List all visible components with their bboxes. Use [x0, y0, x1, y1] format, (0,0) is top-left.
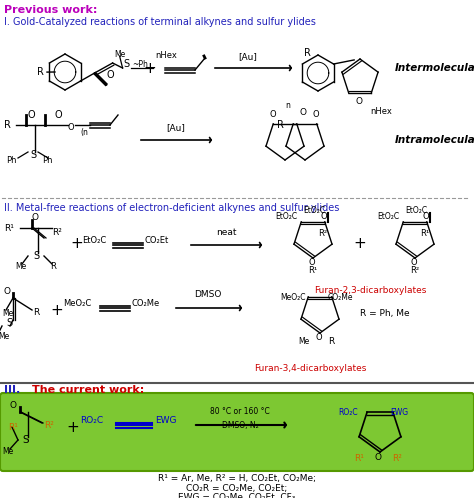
Text: R¹: R¹ [420, 229, 429, 238]
Text: +: + [144, 60, 156, 76]
Text: Me: Me [2, 447, 13, 456]
Text: R: R [277, 120, 284, 130]
Text: O: O [423, 212, 429, 221]
Text: S: S [30, 150, 36, 160]
Text: R = Ph, Me: R = Ph, Me [360, 308, 410, 318]
Text: Me: Me [15, 261, 26, 270]
Text: CO₂R = CO₂Me, CO₂Et;: CO₂R = CO₂Me, CO₂Et; [186, 484, 288, 493]
Text: O: O [316, 333, 323, 342]
Text: R²: R² [392, 454, 402, 463]
Text: EtO₂C: EtO₂C [377, 212, 399, 221]
Text: 80 °C or 160 °C: 80 °C or 160 °C [210, 406, 270, 415]
Text: +: + [67, 419, 79, 434]
Text: R²: R² [44, 420, 54, 429]
Text: n: n [285, 101, 290, 110]
Text: O: O [4, 287, 11, 296]
Text: S: S [6, 318, 12, 328]
Text: S: S [22, 435, 28, 445]
Text: EWG: EWG [155, 415, 176, 424]
Text: R: R [304, 48, 311, 58]
Text: O: O [300, 108, 307, 117]
Text: R¹: R¹ [308, 265, 317, 274]
Text: [Au]: [Au] [238, 52, 257, 61]
Text: MeO₂C: MeO₂C [280, 292, 306, 301]
Text: Furan-2,3-dicarboxylates: Furan-2,3-dicarboxylates [314, 285, 426, 294]
Text: R: R [37, 67, 44, 77]
Text: O: O [68, 123, 74, 131]
Text: DMSO: DMSO [194, 289, 222, 298]
Text: O: O [309, 257, 316, 266]
Text: R: R [50, 261, 56, 270]
Text: CO₂Me: CO₂Me [132, 298, 160, 307]
Text: +: + [354, 236, 366, 250]
Text: MeO₂C: MeO₂C [63, 298, 91, 307]
Text: Ph: Ph [42, 155, 53, 164]
Text: Ph: Ph [6, 155, 17, 164]
Text: Furan-3,4-dicarboxylates: Furan-3,4-dicarboxylates [254, 364, 366, 373]
Text: nHex: nHex [155, 50, 177, 59]
Text: Me: Me [0, 332, 9, 341]
Text: II. Metal-free reactions of electron-deficient alkynes and sulfur ylides: II. Metal-free reactions of electron-def… [4, 203, 339, 213]
Text: S: S [33, 251, 39, 261]
Text: nHex: nHex [370, 107, 392, 116]
Text: Previous work:: Previous work: [4, 5, 97, 15]
FancyBboxPatch shape [0, 393, 474, 471]
Text: CO₂Et: CO₂Et [145, 236, 169, 245]
Text: EWG: EWG [390, 407, 408, 416]
Text: +: + [51, 302, 64, 318]
Text: O: O [28, 110, 36, 120]
Text: EtO₂C: EtO₂C [275, 212, 297, 221]
Text: O: O [32, 213, 39, 222]
Text: O: O [411, 257, 418, 266]
Text: ~Ph: ~Ph [133, 59, 148, 69]
Text: O: O [270, 110, 277, 119]
Text: The current work:: The current work: [32, 385, 144, 395]
Text: RO₂C: RO₂C [338, 407, 357, 416]
Text: EWG = CO₂Me, CO₂Et, CF₃: EWG = CO₂Me, CO₂Et, CF₃ [178, 493, 296, 498]
Text: (n: (n [80, 127, 88, 136]
Text: RO₂C: RO₂C [80, 415, 103, 424]
Text: EtO₂C: EtO₂C [405, 206, 427, 215]
Text: Intramolecular: Intramolecular [395, 135, 474, 145]
Text: O: O [10, 401, 17, 410]
Text: R¹: R¹ [4, 224, 14, 233]
Text: Me: Me [2, 308, 13, 318]
Text: EtO₂C: EtO₂C [82, 236, 106, 245]
Text: R¹ = Ar, Me, R² = H, CO₂Et, CO₂Me;: R¹ = Ar, Me, R² = H, CO₂Et, CO₂Me; [158, 474, 316, 483]
Text: R²: R² [410, 265, 419, 274]
Text: +: + [71, 236, 83, 250]
Text: III.: III. [4, 385, 24, 395]
Text: EtO₂C: EtO₂C [303, 206, 325, 215]
Text: I. Gold-Catalyzed reactions of terminal alkynes and sulfur ylides: I. Gold-Catalyzed reactions of terminal … [4, 17, 316, 27]
Text: R¹: R¹ [8, 422, 18, 431]
Text: O: O [313, 110, 319, 119]
Text: DMSO, N₂: DMSO, N₂ [222, 420, 258, 429]
Text: O: O [55, 110, 63, 120]
Text: O: O [356, 97, 363, 106]
Text: S: S [124, 59, 130, 69]
Text: R: R [328, 337, 334, 346]
Text: Me: Me [298, 337, 309, 346]
Text: [Au]: [Au] [166, 124, 185, 132]
Text: Me: Me [115, 49, 126, 58]
Text: R: R [4, 120, 11, 130]
Text: R¹: R¹ [354, 454, 364, 463]
Text: CO₂Me: CO₂Me [328, 292, 354, 301]
Text: neat: neat [216, 228, 236, 237]
Text: R: R [33, 307, 39, 317]
Text: Intermolecular: Intermolecular [395, 63, 474, 73]
Text: R²: R² [52, 228, 62, 237]
Text: R²: R² [318, 229, 327, 238]
Text: O: O [107, 70, 114, 80]
Text: O: O [375, 453, 382, 462]
Text: O: O [321, 212, 328, 221]
